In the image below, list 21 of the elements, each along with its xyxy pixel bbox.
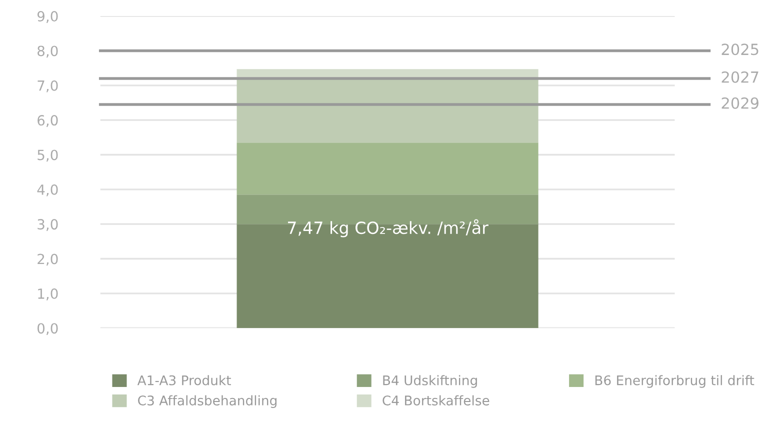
y-tick-label: 7,0	[38, 80, 58, 92]
y-tick-label: 1,0	[38, 288, 58, 300]
y-tick-label: 9,0	[37, 11, 58, 23]
legend-label: B4 Udskiftning	[383, 375, 477, 388]
y-tick-label: 4,0	[37, 184, 58, 196]
text: 2027	[722, 71, 758, 83]
bar	[236, 142, 538, 195]
legend-label: C3 Affaldsbehandling	[138, 395, 276, 408]
legend-label: B6 Energiforbrug til drift	[595, 375, 754, 388]
legend-label: C4 Bortskaffelse	[382, 395, 490, 406]
y-tick-label: 6,0	[38, 115, 58, 127]
y-tick-label: 3,0	[38, 219, 58, 231]
annotation: 7,47 kg CO₂-ækv. /m²/år	[288, 219, 488, 238]
text: 2025	[722, 44, 758, 56]
y-tick-label: 5,0	[38, 150, 58, 162]
legend-label: A1-A3 Produkt	[137, 375, 231, 386]
text: 2029	[722, 97, 758, 109]
y-tick-label: 0,0	[38, 323, 58, 335]
bar	[236, 78, 538, 143]
y-tick-label: 2,0	[38, 254, 58, 266]
y-tick-label: 8,0	[38, 46, 58, 58]
